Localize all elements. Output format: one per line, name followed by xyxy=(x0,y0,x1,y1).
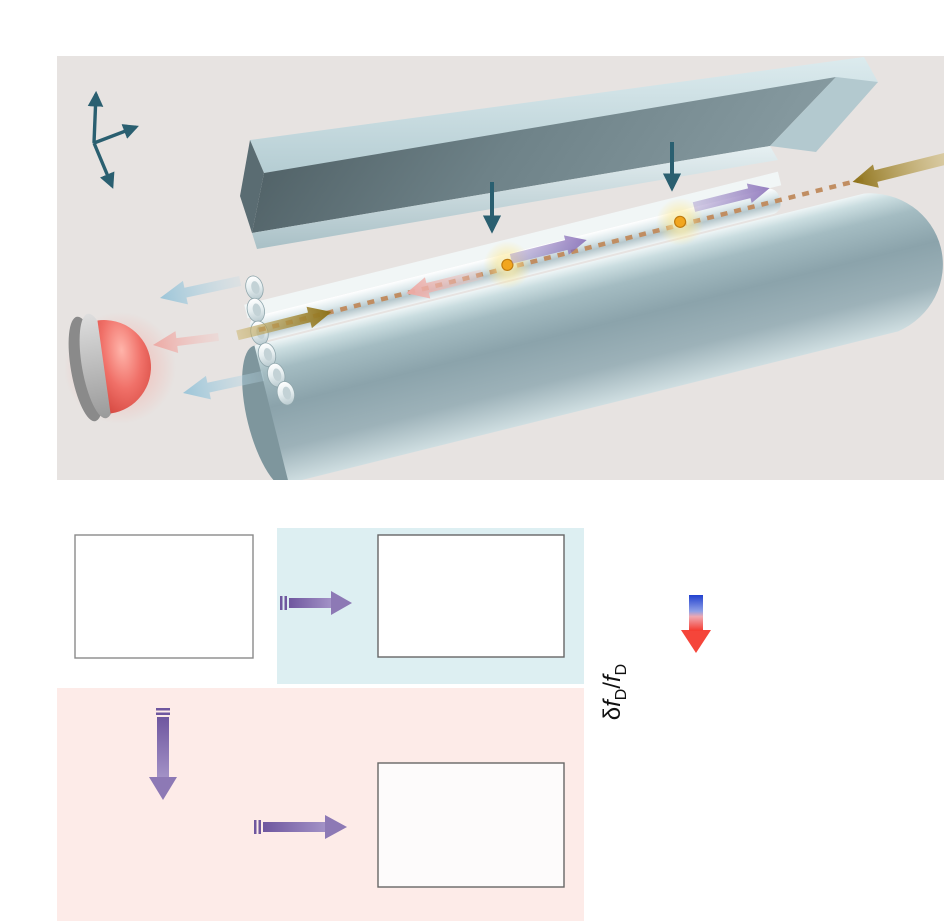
particle2-dot xyxy=(674,215,687,228)
lp01-right-arrow-icon xyxy=(852,152,944,188)
fiber-capillaries xyxy=(245,275,296,406)
forward-propagation-arrow-icon xyxy=(149,708,177,800)
tfr-velocity-plot xyxy=(377,762,565,888)
fiber-top-shell xyxy=(240,57,878,249)
f0-bottom-arrow-icon xyxy=(183,371,265,400)
panel-b xyxy=(57,528,584,921)
coordinate-axes-icon xyxy=(87,90,139,189)
panel-c: δfD/fD xyxy=(599,595,711,721)
spectrogram-plot xyxy=(74,534,254,659)
f0-top-arrow-icon xyxy=(160,276,242,305)
lp01-left-arrow-icon xyxy=(236,306,332,341)
scattered-light-arrow-icon xyxy=(153,331,219,353)
backward-correction-arrow-icon xyxy=(254,815,347,839)
pvs-to-tfr-arrow-icon xyxy=(681,595,711,653)
pd-detector xyxy=(68,313,151,422)
pvs-velocity-plot xyxy=(377,534,565,658)
chart-ylabel: δfD/fD xyxy=(599,664,630,721)
f0-fd-arrow-icon xyxy=(406,269,484,299)
vp2-arrow-icon xyxy=(692,183,770,212)
pvs-arrow-icon xyxy=(280,591,352,615)
core-dashed-line xyxy=(258,176,866,333)
vp1-arrow-icon xyxy=(509,235,587,264)
fiber-bottom-shell xyxy=(236,152,944,480)
panel-a xyxy=(57,56,944,480)
